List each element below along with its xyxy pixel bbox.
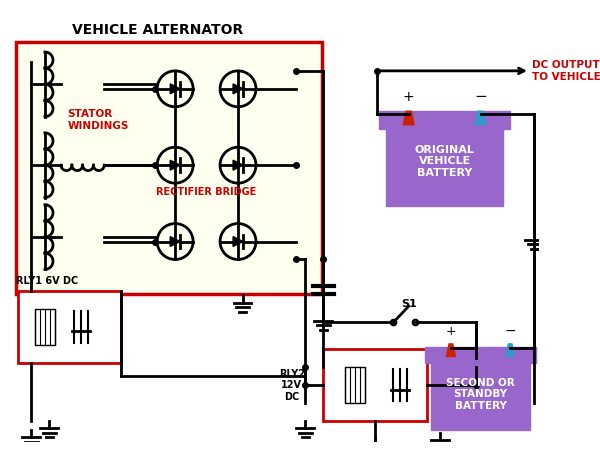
Polygon shape: [233, 160, 243, 170]
Text: −: −: [474, 89, 487, 104]
Text: +: +: [446, 325, 456, 338]
Polygon shape: [446, 344, 455, 357]
Text: VEHICLE ALTERNATOR: VEHICLE ALTERNATOR: [71, 23, 243, 37]
Bar: [35, 309, 55, 345]
Bar: [345, 367, 365, 403]
FancyBboxPatch shape: [425, 347, 536, 363]
Text: STATOR
WINDINGS: STATOR WINDINGS: [67, 109, 129, 131]
Polygon shape: [506, 344, 515, 357]
FancyBboxPatch shape: [431, 357, 530, 430]
Polygon shape: [233, 237, 243, 246]
Text: ORIGINAL
VEHICLE
BATTERY: ORIGINAL VEHICLE BATTERY: [415, 144, 475, 178]
Polygon shape: [170, 160, 180, 170]
Polygon shape: [403, 111, 414, 125]
Polygon shape: [170, 84, 180, 94]
FancyBboxPatch shape: [379, 111, 510, 129]
Polygon shape: [170, 237, 180, 246]
Text: SECOND OR
STANDBY
BATTERY: SECOND OR STANDBY BATTERY: [446, 378, 515, 411]
FancyBboxPatch shape: [386, 125, 503, 206]
Polygon shape: [475, 111, 486, 125]
Text: −: −: [505, 324, 516, 338]
Bar: [18, 291, 121, 363]
FancyBboxPatch shape: [16, 42, 322, 294]
Text: +: +: [403, 90, 415, 104]
Text: S1: S1: [401, 299, 416, 309]
Text: RECTIFIER BRIDGE: RECTIFIER BRIDGE: [157, 187, 257, 197]
Text: RLY2
12V
DC: RLY2 12V DC: [279, 369, 305, 402]
Polygon shape: [233, 84, 243, 94]
Text: DC OUTPUT
TO VEHICLE: DC OUTPUT TO VEHICLE: [532, 60, 600, 81]
Bar: [323, 349, 427, 421]
Text: RLY1 6V DC: RLY1 6V DC: [16, 276, 79, 287]
